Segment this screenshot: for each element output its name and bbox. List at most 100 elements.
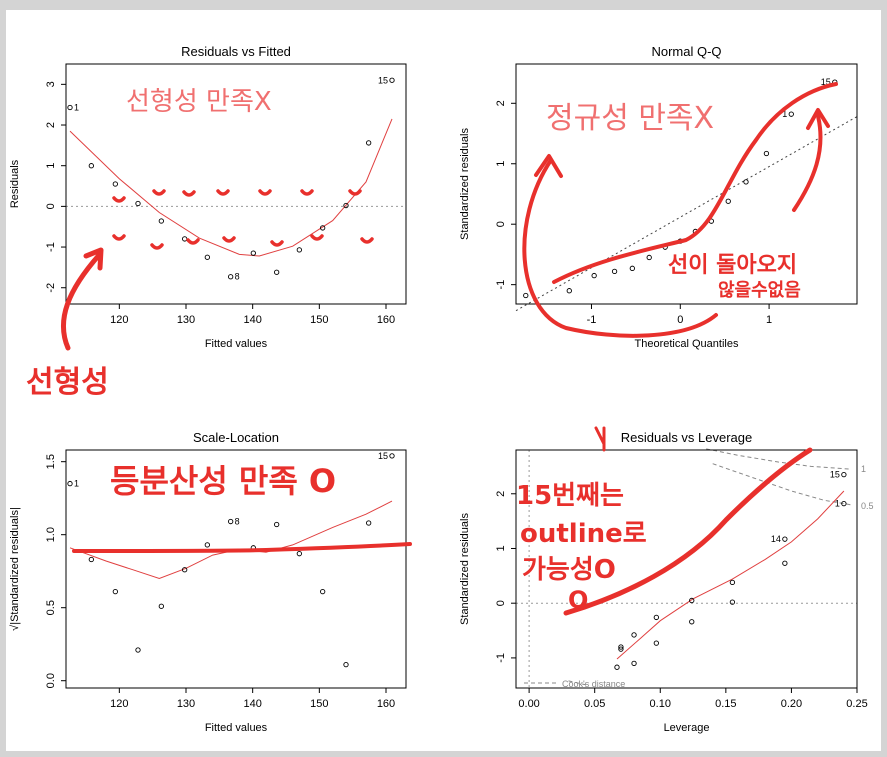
note-linearity-not-satisfied: 선형성 만족X — [126, 87, 272, 117]
x-axis-label: Theoretical Quantiles — [635, 338, 739, 350]
y-tick-label: 1 — [45, 163, 57, 169]
note-outlier-3: 가능성O — [522, 555, 616, 585]
diagnostic-plots: Residuals vs Fitted Fitted values Residual… — [9, 44, 874, 734]
x-tick-label: 0.00 — [518, 698, 539, 710]
point-label: 1 — [782, 109, 787, 119]
chart-title: Scale-Location — [193, 430, 279, 445]
plot-frame: Residuals vs Fitted Fitted values Residual… — [6, 10, 881, 751]
data-point — [274, 521, 280, 528]
data-point — [566, 288, 572, 294]
note-homoscedasticity: 등분산성 만족 O — [110, 462, 336, 500]
data-point — [841, 500, 847, 507]
y-axis-label: √|Standardized residuals| — [9, 507, 21, 631]
smooth-line — [616, 490, 845, 660]
handwritten-mark — [112, 234, 126, 241]
data-point — [88, 163, 94, 169]
handwritten-mark — [150, 243, 164, 250]
note-arrow-linearity — [60, 251, 103, 351]
y-tick-label: -1 — [495, 280, 507, 290]
y-tick-label: 0.0 — [45, 673, 57, 688]
x-tick-label: 150 — [310, 314, 328, 326]
y-tick-label: -1 — [45, 242, 57, 252]
x-tick-label: 160 — [377, 314, 395, 326]
chart-title: Normal Q-Q — [651, 44, 721, 59]
handwritten-mark — [270, 240, 284, 247]
handwritten-mark — [310, 234, 324, 241]
y-tick-label: 1 — [495, 545, 507, 551]
y-tick-label: 0 — [495, 221, 507, 227]
x-tick-label: 140 — [243, 698, 261, 710]
x-tick-label: 140 — [243, 314, 261, 326]
arrow-head-icon — [806, 108, 830, 130]
note-outlier-1: 15번째는 — [516, 481, 624, 511]
handwritten-mark — [182, 190, 196, 197]
data-point — [366, 140, 372, 146]
data-point — [112, 588, 118, 595]
y-tick-label: 1.0 — [45, 527, 57, 542]
note-curve-qq — [552, 82, 838, 284]
x-axis-label: Fitted values — [205, 722, 268, 734]
data-point — [250, 250, 256, 256]
note-arrow-qq-right — [792, 114, 823, 212]
x-tick-label: 1 — [766, 314, 772, 326]
x-tick-label: 0.25 — [846, 698, 867, 710]
data-point — [631, 632, 637, 638]
data-point — [228, 274, 234, 280]
cooks-label: 1 — [861, 464, 866, 474]
y-tick-label: 0 — [495, 600, 507, 606]
data-point — [782, 560, 788, 566]
note-arrow-qq-left — [522, 158, 718, 338]
x-tick-label: 150 — [310, 698, 328, 710]
handwritten-mark — [258, 189, 272, 196]
data-point — [653, 614, 659, 621]
data-point — [523, 292, 529, 299]
qq-reference-line — [515, 116, 858, 312]
handwritten-tick-marks — [72, 189, 412, 553]
data-point — [228, 518, 234, 525]
data-point — [274, 269, 280, 275]
chart-title: Residuals vs Leverage — [621, 430, 753, 445]
chart-title: Residuals vs Fitted — [181, 44, 291, 59]
data-point — [631, 660, 637, 667]
data-point — [788, 111, 794, 117]
data-point — [296, 551, 302, 557]
data-point — [689, 619, 695, 625]
chart-sl: Scale-Location Fitted values √|Standardize… — [9, 430, 407, 734]
plot-box — [515, 449, 858, 689]
chart-qq: Normal Q-Q Theoretical Quantiles Standardi… — [459, 44, 858, 350]
x-tick-label: 0.05 — [584, 698, 605, 710]
note-line-returns-2: 않을수없음 — [718, 280, 801, 301]
data-point — [729, 599, 736, 605]
handwritten-flat-line — [72, 542, 412, 553]
handwritten-mark — [360, 237, 374, 244]
handwritten-annotations: 선형성 만족X 선형성 정규성 만족X 선이 돌아오지 않을수없음 등분산성 만… — [26, 82, 838, 616]
note-linearity: 선형성 — [26, 365, 109, 400]
point-label: 14 — [771, 534, 781, 544]
handwritten-mark — [186, 238, 200, 245]
data-point — [182, 236, 188, 242]
cooks-label: 0.5 — [861, 501, 874, 511]
y-tick-label: 2 — [45, 122, 57, 128]
y-tick-label: 1.5 — [45, 454, 57, 469]
data-point — [389, 453, 395, 459]
data-point — [618, 644, 624, 650]
y-tick-label: 0 — [45, 203, 57, 209]
data-point — [763, 150, 770, 157]
x-tick-label: 160 — [377, 698, 395, 710]
data-point — [591, 272, 597, 279]
data-point — [67, 480, 73, 487]
point-label: 1 — [74, 103, 79, 113]
x-tick-label: 120 — [110, 314, 128, 326]
y-axis-label: Standardized residuals — [459, 513, 471, 625]
x-axis-label: Fitted values — [205, 338, 268, 350]
point-label: 1 — [74, 479, 79, 489]
x-tick-label: 0 — [677, 314, 683, 326]
y-tick-label: 2 — [495, 100, 507, 106]
data-point — [782, 536, 788, 542]
handwritten-mark — [300, 189, 314, 196]
point-label: 15 — [378, 451, 388, 461]
data-point — [614, 664, 620, 670]
y-tick-label: -2 — [45, 283, 57, 293]
data-point — [689, 597, 695, 604]
x-tick-label: 120 — [110, 698, 128, 710]
